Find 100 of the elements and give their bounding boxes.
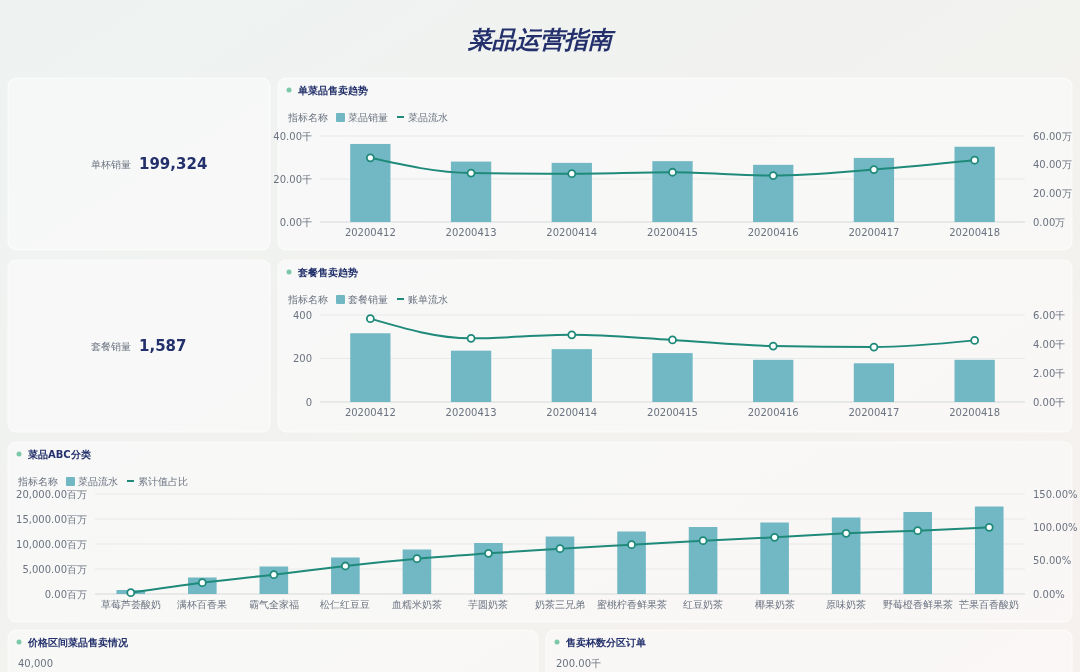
y-tick-label: 200	[292, 353, 312, 364]
bar	[331, 557, 360, 594]
text: 200.00千	[556, 658, 601, 669]
bar	[753, 359, 794, 402]
legend-label: 账单流水	[408, 294, 448, 305]
x-tick-label: 20200418	[949, 227, 1001, 238]
point	[984, 522, 994, 532]
point	[365, 314, 375, 324]
x-tick-label: 野莓橙香鲜果茶	[882, 599, 953, 610]
bar	[652, 161, 693, 222]
point	[555, 544, 565, 554]
y2-tick-label: 40.00万	[1033, 159, 1072, 171]
chart-title: 菜品ABC分类	[27, 449, 91, 460]
bar	[753, 164, 794, 222]
text: 40,000	[18, 658, 53, 669]
point	[668, 167, 677, 177]
point	[668, 335, 677, 345]
legend-label: 菜品流水	[78, 476, 118, 487]
y2-tick-label: 20.00万	[1033, 187, 1072, 199]
text: 售卖杯数分区订单	[565, 637, 646, 648]
y2-tick-label: 2.00千	[1033, 367, 1066, 379]
point	[567, 330, 577, 340]
x-tick-label: 20200415	[647, 227, 698, 238]
bar	[350, 333, 391, 402]
x-tick-label: 20200418	[949, 407, 1001, 418]
bar	[954, 146, 995, 222]
bar	[853, 363, 895, 402]
bar	[903, 512, 932, 594]
bar	[688, 527, 718, 594]
x-tick-label: 20200412	[344, 227, 396, 238]
x-tick-label: 霸气全家福	[248, 599, 299, 610]
y2-tick-label: 100.00%	[1033, 521, 1078, 533]
bar	[551, 349, 592, 402]
y2-tick-label: 0.00%	[1033, 588, 1065, 600]
legend-title: 指标名称	[17, 476, 58, 487]
x-tick-label: 20200417	[848, 227, 900, 238]
point	[466, 333, 476, 343]
y2-tick-label: 50.00%	[1033, 555, 1072, 567]
y-tick-label: 0.00百万	[44, 588, 87, 600]
legend-label: 套餐销量	[348, 294, 388, 305]
bar	[450, 161, 492, 222]
bar	[474, 543, 503, 594]
point	[913, 526, 923, 536]
x-tick-label: 原味奶茶	[826, 599, 867, 610]
bar	[545, 536, 575, 594]
point	[340, 561, 350, 571]
y-tick-label: 40.00千	[273, 130, 312, 142]
point	[466, 168, 476, 178]
x-tick-label: 20200413	[445, 407, 497, 418]
y2-tick-label: 0.00万	[1033, 216, 1066, 228]
chart-title: 单菜品售卖趋势	[297, 85, 368, 96]
legend-label: 菜品流水	[408, 112, 448, 123]
y-tick-label: 0.00千	[279, 216, 312, 228]
x-tick-label: 奶茶三兄弟	[535, 599, 585, 610]
bar	[831, 517, 861, 594]
text: 199,324	[139, 155, 208, 173]
y-tick-label: 20,000.00百万	[16, 488, 87, 500]
point	[627, 540, 636, 550]
y-tick-label: 20.00千	[273, 173, 312, 185]
point	[770, 532, 780, 542]
text: 单杯销量	[91, 159, 131, 170]
y-tick-label: 15,000.00百万	[16, 513, 87, 525]
y2-tick-label: 0.00千	[1033, 396, 1066, 408]
bar	[350, 143, 391, 222]
bar	[853, 157, 895, 222]
point	[412, 554, 422, 564]
point	[768, 341, 778, 351]
point	[869, 342, 879, 352]
x-tick-label: 血糯米奶茶	[391, 599, 442, 610]
bar	[954, 359, 995, 402]
x-tick-label: 20200414	[546, 227, 598, 238]
bar	[974, 506, 1004, 594]
y2-tick-label: 60.00万	[1033, 130, 1072, 142]
x-tick-label: 20200412	[344, 407, 396, 418]
x-tick-label: 椰果奶茶	[754, 599, 795, 610]
legend-label: 累计值占比	[138, 476, 188, 487]
x-tick-label: 芒果百香酸奶	[959, 599, 1020, 610]
text: 套餐销量	[91, 341, 131, 352]
legend-label: 菜品销量	[348, 112, 388, 123]
x-tick-label: 20200417	[848, 407, 900, 418]
point	[768, 171, 778, 180]
text: 菜品运营指南	[467, 26, 616, 54]
y2-tick-label: 150.00%	[1033, 488, 1078, 500]
bar	[402, 549, 432, 594]
legend-title: 指标名称	[287, 112, 328, 123]
bar	[551, 162, 592, 222]
bar	[652, 353, 693, 402]
x-tick-label: 松仁红豆豆	[320, 599, 371, 610]
text: 价格区间菜品售卖情况	[27, 637, 129, 648]
x-tick-label: 20200414	[546, 407, 598, 418]
x-tick-label: 蜜桃柠香鲜果茶	[596, 599, 667, 610]
x-tick-label: 20200413	[445, 227, 497, 238]
point	[869, 165, 879, 174]
y-tick-label: 10,000.00百万	[16, 538, 87, 550]
chart-title: 套餐售卖趋势	[297, 267, 358, 278]
x-tick-label: 草莓芦荟酸奶	[100, 599, 161, 610]
x-tick-label: 芋圆奶茶	[468, 599, 509, 610]
bar	[450, 350, 492, 402]
point	[567, 169, 577, 179]
bar	[617, 531, 646, 594]
